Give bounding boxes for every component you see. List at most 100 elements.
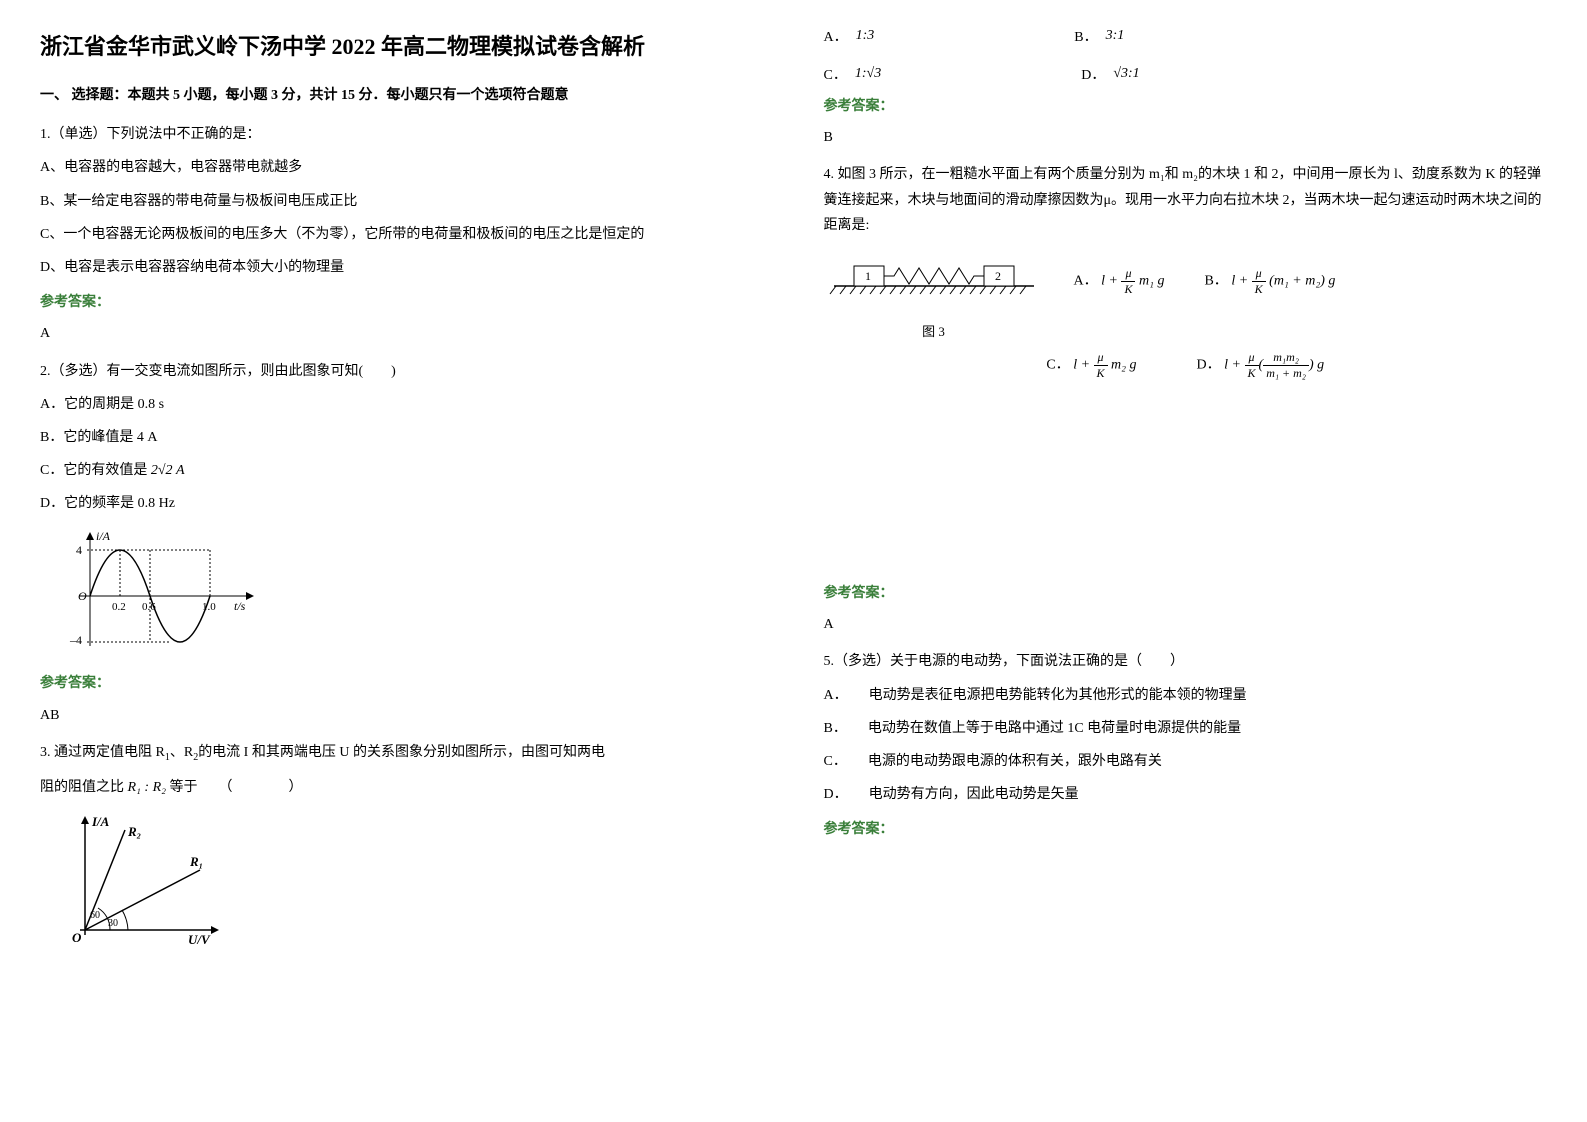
q4-figure-row: 1 2 图 3 A． l + μK m₁ g B． l + μK (m₁ + m… bbox=[824, 246, 1548, 340]
svg-text:1: 1 bbox=[865, 269, 871, 283]
svg-text:R₂: R₂ bbox=[127, 824, 141, 839]
q3-d-val: √3:1 bbox=[1113, 66, 1139, 82]
q3-stem-line1: 3. 通过两定值电阻 R1、R2的电流 I 和其两端电压 U 的关系图象分别如图… bbox=[40, 740, 764, 767]
q4-b-num: μ bbox=[1252, 266, 1266, 282]
svg-text:0.6: 0.6 bbox=[142, 601, 156, 613]
q2-opt-d: D．它的频率是 0.8 Hz bbox=[40, 491, 764, 516]
q5-opts: A． 电动势是表征电源把电势能转化为其他形式的能本领的物理量 B． 电动势在数值… bbox=[824, 683, 1548, 808]
q4-opts-ab: A． l + μK m₁ g B． l + μK (m₁ + m₂) g bbox=[1074, 266, 1336, 297]
svg-text:U/V: U/V bbox=[188, 932, 211, 947]
q3-ans-label: 参考答案： bbox=[824, 94, 1548, 119]
q3-stem-line2: 阻的阻值之比 R₁ : R₂ 等于 （ ） bbox=[40, 775, 764, 800]
q3-b-val: 3:1 bbox=[1106, 28, 1125, 44]
q4-d-tail: ) g bbox=[1309, 358, 1324, 373]
q5-opt-d: D． 电动势有方向，因此电动势是矢量 bbox=[824, 782, 1548, 807]
left-column: 浙江省金华市武义岭下汤中学 2022 年高二物理模拟试卷含解析 一、 选择题：本… bbox=[40, 20, 764, 965]
q4-ans: A bbox=[824, 612, 1548, 637]
q4-c-label: C． bbox=[1046, 358, 1069, 373]
q4-figure: 1 2 图 3 bbox=[824, 246, 1044, 340]
svg-text:O: O bbox=[78, 589, 87, 603]
q2-opt-b: B．它的峰值是 4 A bbox=[40, 425, 764, 450]
q4-opt-b: B． l + μK (m₁ + m₂) g bbox=[1204, 266, 1335, 297]
q3-stem-a: 3. 通过两定值电阻 R bbox=[40, 745, 165, 760]
q1-ans: A bbox=[40, 321, 764, 346]
q4-opt-c: C． l + μK m₂ g bbox=[1046, 350, 1136, 381]
q3-stem2-b: 等于 （ ） bbox=[170, 780, 303, 795]
q3-opts-row2: C． 1:√3 D． √3:1 bbox=[824, 64, 1548, 84]
q3-opt-d: D． √3:1 bbox=[1081, 64, 1139, 84]
q4-c-tail: m₂ g bbox=[1108, 358, 1137, 373]
svg-text:1.0: 1.0 bbox=[202, 601, 216, 613]
q4-a-tail: m₁ g bbox=[1135, 274, 1164, 289]
q2-ans-label: 参考答案： bbox=[40, 671, 764, 696]
svg-text:30: 30 bbox=[108, 918, 118, 929]
q4-b-den: K bbox=[1252, 282, 1266, 297]
section-1-head: 一、 选择题：本题共 5 小题，每小题 3 分，共计 15 分．每小题只有一个选… bbox=[40, 83, 764, 108]
q3-graph: I/A U/V O R₂ R₁ 60 30 bbox=[60, 810, 764, 955]
q3-opt-a: A． 1:3 bbox=[824, 26, 875, 46]
svg-text:R₁: R₁ bbox=[189, 854, 203, 869]
q5-opt-a: A． 电动势是表征电源把电势能转化为其他形式的能本领的物理量 bbox=[824, 683, 1548, 708]
q3-stem-c: 的电流 I 和其两端电压 U 的关系图象分别如图所示，由图可知两电 bbox=[198, 745, 605, 760]
svg-text:O: O bbox=[72, 930, 82, 945]
q4-fig-label: 图 3 bbox=[824, 321, 1044, 340]
q3-a-val: 1:3 bbox=[856, 28, 875, 44]
right-column: A． 1:3 B． 3:1 C． 1:√3 D． √3:1 参考答案： B 4.… bbox=[824, 20, 1548, 965]
q4-c-den: K bbox=[1094, 366, 1108, 381]
spacer bbox=[824, 391, 1548, 571]
q4-c-num: μ bbox=[1094, 350, 1108, 366]
q2-xlabel: t/s bbox=[234, 599, 246, 613]
q3-c-label: C． bbox=[824, 64, 847, 84]
q5-opt-b: B． 电动势在数值上等于电路中通过 1C 电荷量时电源提供的能量 bbox=[824, 716, 1548, 741]
q3-d-label: D． bbox=[1081, 64, 1105, 84]
q4-a-label: A． bbox=[1074, 274, 1098, 289]
q1-opt-d: D、电容是表示电容器容纳电荷本领大小的物理量 bbox=[40, 255, 764, 280]
q3-opt-c: C． 1:√3 bbox=[824, 64, 882, 84]
svg-text:2: 2 bbox=[995, 269, 1001, 283]
q5-ans-label: 参考答案： bbox=[824, 817, 1548, 842]
q2-c-val: 2√2 A bbox=[151, 463, 185, 478]
q1-ans-label: 参考答案： bbox=[40, 290, 764, 315]
q2-c-pre: C．它的有效值是 bbox=[40, 463, 151, 478]
q3-opt-b: B． 3:1 bbox=[1074, 26, 1124, 46]
q4-d-den2: m₁ + m₂ bbox=[1263, 366, 1309, 381]
q2-graph: i/A t/s O 4 –4 0.2 0.6 1.0 bbox=[60, 526, 764, 661]
q2-opt-c: C．它的有效值是 2√2 A bbox=[40, 458, 764, 483]
svg-text:60: 60 bbox=[90, 910, 100, 921]
q3-ans: B bbox=[824, 125, 1548, 150]
q4-opt-a: A． l + μK m₁ g bbox=[1074, 266, 1165, 297]
q4-d-num1: μ bbox=[1245, 350, 1259, 366]
q2-stem: 2.（多选）有一交变电流如图所示，则由此图象可知( ) bbox=[40, 359, 764, 384]
q3-b-label: B． bbox=[1074, 26, 1097, 46]
svg-text:0.2: 0.2 bbox=[112, 601, 126, 613]
exam-page: 浙江省金华市武义岭下汤中学 2022 年高二物理模拟试卷含解析 一、 选择题：本… bbox=[40, 20, 1547, 965]
q2-ylabel: i/A bbox=[96, 529, 111, 543]
q5-opt-c: C． 电源的电动势跟电源的体积有关，跟外电路有关 bbox=[824, 749, 1548, 774]
q4-a-den: K bbox=[1121, 282, 1135, 297]
q1-opt-b: B、某一给定电容器的带电荷量与极板间电压成正比 bbox=[40, 189, 764, 214]
q3-a-label: A． bbox=[824, 26, 848, 46]
q2-ans: AB bbox=[40, 703, 764, 728]
q4-d-label: D． bbox=[1197, 358, 1221, 373]
q4-d-den1: K bbox=[1245, 366, 1259, 381]
q4-opts-cd: C． l + μK m₂ g D． l + μK(m₁m₂m₁ + m₂) g bbox=[824, 350, 1548, 381]
svg-text:–4: –4 bbox=[69, 633, 82, 647]
q4-ans-label: 参考答案： bbox=[824, 581, 1548, 606]
q4-b-tail: (m₁ + m₂) g bbox=[1266, 274, 1336, 289]
q4-stem: 4. 如图 3 所示，在一粗糙水平面上有两个质量分别为 m₁和 m₂的木块 1 … bbox=[824, 162, 1548, 238]
svg-text:I/A: I/A bbox=[91, 814, 110, 829]
q3-c-val: 1:√3 bbox=[855, 66, 881, 82]
q5-stem: 5.（多选）关于电源的电动势，下面说法正确的是（ ） bbox=[824, 649, 1548, 674]
q1-opt-c: C、一个电容器无论两极板间的电压多大（不为零），它所带的电荷量和极板间的电压之比… bbox=[40, 222, 764, 247]
q4-b-label: B． bbox=[1204, 274, 1227, 289]
q4-a-num: μ bbox=[1121, 266, 1135, 282]
q1-opt-a: A、电容器的电容越大，电容器带电就越多 bbox=[40, 155, 764, 180]
q3-stem2-a: 阻的阻值之比 bbox=[40, 780, 124, 795]
svg-text:4: 4 bbox=[76, 543, 82, 557]
q2-opt-a: A．它的周期是 0.8 s bbox=[40, 392, 764, 417]
q3-ratio: R₁ : R₂ bbox=[128, 780, 167, 795]
q3-stem-b: 、R bbox=[170, 745, 193, 760]
q4-opt-d: D． l + μK(m₁m₂m₁ + m₂) g bbox=[1197, 350, 1325, 381]
q3-opts-row1: A． 1:3 B． 3:1 bbox=[824, 26, 1548, 46]
paper-title: 浙江省金华市武义岭下汤中学 2022 年高二物理模拟试卷含解析 bbox=[40, 30, 764, 63]
